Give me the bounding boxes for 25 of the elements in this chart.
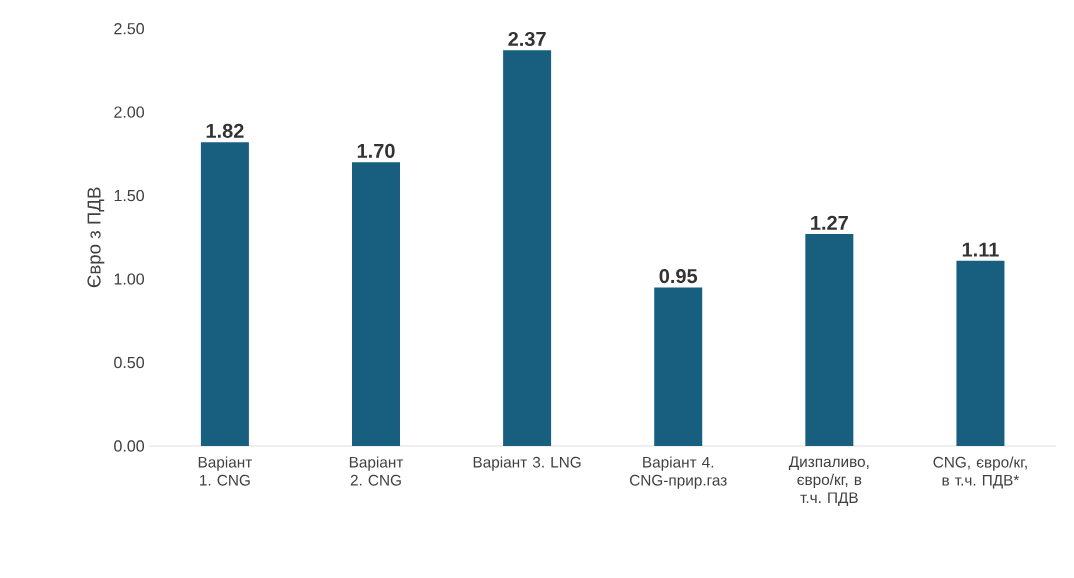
x-tick-label: Варіант 3. LNG	[473, 456, 581, 471]
data-label: 2.37	[508, 31, 546, 47]
y-tick-label: 2.50	[114, 23, 145, 35]
y-tick-label: 2.00	[114, 106, 145, 118]
bar	[805, 233, 854, 446]
y-tick-label: 0.00	[114, 440, 145, 452]
data-label: 1.11	[962, 242, 999, 257]
bar	[352, 162, 401, 446]
x-tick-label: Варіант 1. CNG	[198, 456, 252, 486]
y-axis-title: Євро з ПДВ	[87, 187, 105, 288]
bar	[654, 287, 703, 446]
x-tick-label: Варіант 2. CNG	[349, 456, 404, 486]
data-label: 0.95	[659, 268, 698, 284]
data-label: 1.27	[811, 215, 848, 230]
y-tick-label: 1.00	[114, 273, 145, 285]
bar	[956, 260, 1005, 446]
bar	[200, 142, 249, 446]
y-tick-label: 0.50	[114, 356, 145, 369]
data-label: 1.82	[206, 123, 244, 138]
x-tick-label: CNG, євро/кг, в т.ч. ПДВ*	[933, 456, 1027, 489]
data-label: 1.70	[357, 143, 395, 158]
x-tick-label: Дизпаливо, євро/кг, в т.ч. ПДВ	[788, 456, 869, 506]
x-tick-label: Варіант 4. CNG-прир.газ	[630, 456, 727, 489]
bar	[503, 50, 552, 446]
y-tick-label: 1.50	[114, 189, 145, 202]
